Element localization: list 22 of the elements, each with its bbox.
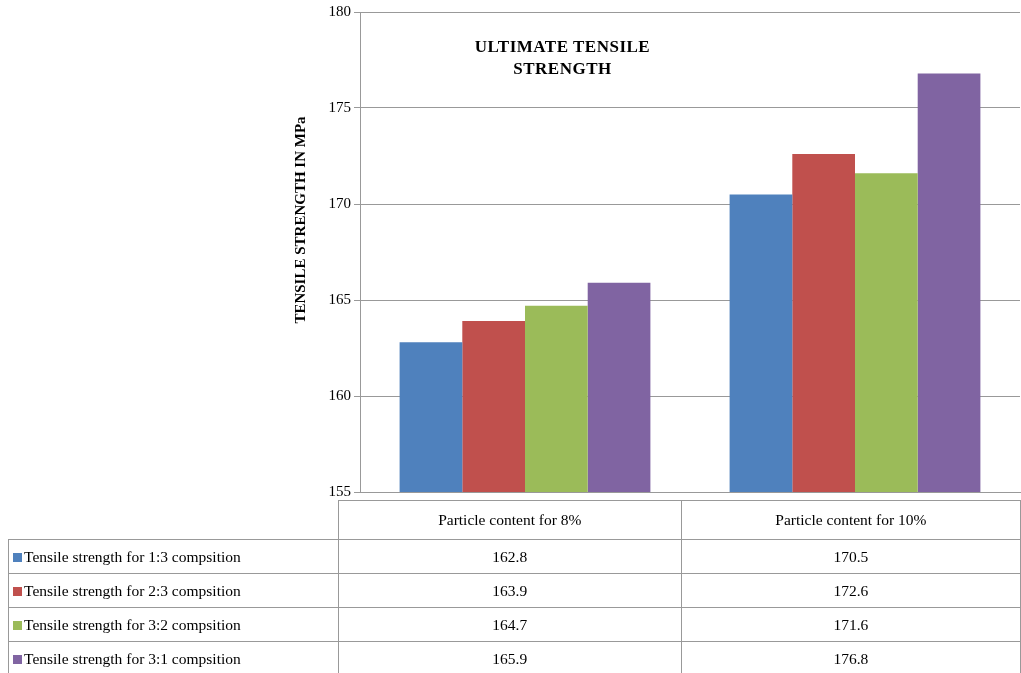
y-tick-label: 180 (328, 2, 351, 19)
y-tick-label: 160 (328, 386, 351, 403)
data-label: 164.7 (338, 607, 682, 642)
data-label: 165.9 (338, 641, 682, 673)
data-label: 171.6 (681, 607, 1021, 642)
data-label: 172.6 (681, 573, 1021, 608)
legend-label: Tensile strength for 2:3 compsition (24, 581, 241, 599)
text: ULTIMATE TENSILE STRENGTH (473, 36, 652, 80)
y-tick-label: 155 (328, 482, 351, 499)
x-tick-label: Particle content for 10% (681, 500, 1021, 540)
y-axis-title: TENSILE STRENGTH IN MPa (291, 116, 309, 324)
legend-label: Tensile strength for 3:2 compsition (24, 615, 241, 633)
y-tick-label: 165 (328, 290, 351, 307)
data-label: 170.5 (681, 539, 1021, 574)
y-tick-label: 170 (328, 194, 351, 211)
legend-label: Tensile strength for 3:1 compsition (24, 649, 241, 667)
y-tick-label: 175 (328, 98, 351, 115)
x-tick-label: Particle content for 8% (338, 500, 682, 540)
data-label: 163.9 (338, 573, 682, 608)
data-label: 176.8 (681, 641, 1021, 673)
data-label: 162.8 (338, 539, 682, 574)
legend-label: Tensile strength for 1:3 compsition (24, 547, 241, 565)
